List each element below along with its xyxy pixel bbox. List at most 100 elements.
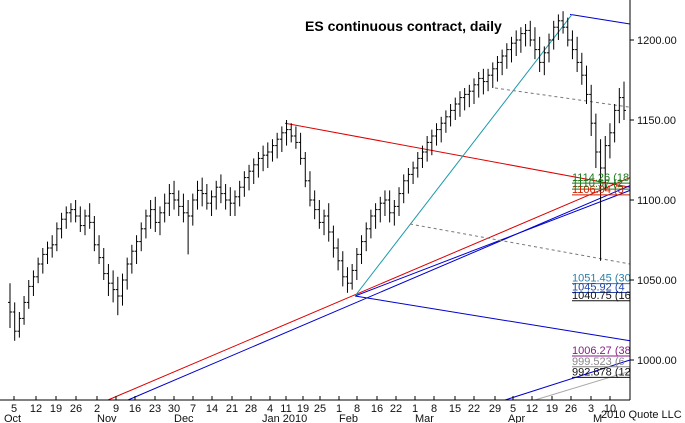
- ohlc-bar: [172, 180, 177, 210]
- ohlc-bar: [134, 235, 139, 264]
- ohlc-bar: [565, 17, 570, 47]
- ohlc-bar: [350, 264, 355, 290]
- ohlc-bar: [82, 209, 87, 236]
- x-day-label: 25: [314, 403, 326, 415]
- ohlc-bar: [542, 46, 547, 76]
- ohlc-bar: [106, 264, 111, 296]
- ohlc-bar: [64, 206, 69, 229]
- ohlc-bar: [561, 11, 566, 34]
- x-day-label: 29: [489, 403, 501, 415]
- ohlc-bar: [336, 238, 341, 271]
- blue-trendline: [354, 189, 631, 297]
- ohlc-bar: [368, 209, 373, 239]
- ohlc-bar: [457, 91, 462, 117]
- ohlc-bar: [359, 235, 364, 264]
- ohlc-bar: [364, 222, 369, 252]
- fib-label: 1114.26 (18: [572, 172, 629, 184]
- ohlc-bar: [551, 20, 556, 50]
- ohlc-bar: [125, 257, 130, 290]
- ohlc-bar: [443, 110, 448, 133]
- y-tick-label: 1000.00: [637, 355, 677, 367]
- gray-trendline: [534, 370, 631, 401]
- ohlc-bar: [143, 209, 148, 239]
- fib-label: 1006.27 (38: [572, 345, 631, 357]
- ohlc-bar: [293, 126, 298, 149]
- ohlc-bar: [547, 33, 552, 63]
- ohlc-bar: [307, 171, 312, 207]
- red-trendline: [284, 122, 631, 188]
- fib-label: 992.878 (12: [572, 366, 631, 378]
- fib-label: 1051.45 (30: [572, 273, 631, 285]
- fib-label: 1045.92 (4: [572, 282, 625, 294]
- x-month-label: Apr: [508, 413, 525, 423]
- x-day-label: 22: [390, 403, 402, 415]
- ohlc-bar: [279, 126, 284, 152]
- x-day-label: 21: [226, 403, 238, 415]
- ohlc-bar: [223, 184, 228, 210]
- ohlc-bar: [387, 190, 392, 223]
- ohlc-bar: [31, 270, 36, 296]
- ohlc-bar: [242, 171, 247, 197]
- ohlc-bar: [101, 248, 106, 280]
- ohlc-bar: [509, 36, 514, 63]
- x-day-label: 15: [449, 403, 461, 415]
- ohlc-bar: [425, 136, 430, 162]
- ohlc-bar: [45, 241, 50, 264]
- ohlc-bar: [190, 193, 195, 226]
- ohlc-bar: [256, 152, 261, 178]
- ohlc-bar: [392, 200, 397, 226]
- ohlc-bar: [186, 200, 191, 255]
- ohlc-bar: [382, 190, 387, 216]
- x-month-label: Jan 2010: [262, 413, 307, 423]
- ohlc-bar: [612, 104, 617, 143]
- x-day-label: 23: [149, 403, 161, 415]
- fib-label: 1106.94 (3: [572, 184, 624, 196]
- ohlc-bar: [120, 273, 125, 306]
- ohlc-bar: [476, 72, 481, 98]
- x-day-label: 30: [168, 403, 180, 415]
- blue-trendline: [569, 13, 631, 25]
- ohlc-bar: [570, 30, 575, 60]
- dashed-trendline: [494, 87, 631, 108]
- x-axis: 5 12 19 26 2 9 16 23 30 7 14 21 28 4 11 19 25 1 8 16 22 1 8 15 2…: [0, 396, 630, 423]
- ohlc-bar: [200, 177, 205, 207]
- ohlc-bar: [345, 267, 350, 293]
- ohlc-bar: [504, 43, 509, 69]
- ohlc-bar: [317, 200, 322, 229]
- ohlc-bar: [514, 30, 519, 56]
- x-day-label: 8: [431, 403, 437, 415]
- ohlc-bar: [523, 24, 528, 47]
- ohlc-bar: [97, 235, 102, 264]
- x-day-label: 1: [336, 403, 342, 415]
- ohlc-bar: [486, 68, 491, 92]
- ohlc-bar: [607, 123, 612, 159]
- ohlc-bar: [472, 78, 477, 104]
- ohlc-bar: [162, 193, 167, 223]
- ohlc-bars: [8, 11, 626, 341]
- ohlc-bar: [326, 203, 331, 242]
- x-day-label: 5: [510, 403, 516, 415]
- x-day-label: 19: [50, 403, 62, 415]
- ohlc-bar: [261, 145, 266, 172]
- ohlc-bar: [579, 52, 584, 85]
- ohlc-bar: [36, 257, 41, 284]
- x-day-label: 4: [267, 403, 273, 415]
- x-day-label: 3: [588, 403, 594, 415]
- ohlc-bar: [340, 251, 345, 287]
- ohlc-bar: [537, 36, 542, 72]
- x-day-label: 28: [245, 403, 257, 415]
- y-axis: 1200.00 1150.00 1100.00 1050.00 1000.00: [629, 0, 677, 400]
- ohlc-bar: [204, 184, 209, 210]
- ohlc-bar: [420, 145, 425, 168]
- x-day-label: 12: [30, 403, 42, 415]
- ohlc-bar: [593, 113, 598, 168]
- x-day-label: 10: [604, 403, 616, 415]
- ohlc-bar: [139, 222, 144, 252]
- ohlc-bar: [247, 164, 252, 191]
- ohlc-bar: [275, 132, 280, 159]
- ohlc-bar: [439, 116, 444, 143]
- ohlc-bar: [284, 120, 289, 146]
- ohlc-bar: [87, 203, 92, 229]
- x-month-label: M: [593, 413, 602, 423]
- dashed-trendline: [409, 223, 631, 265]
